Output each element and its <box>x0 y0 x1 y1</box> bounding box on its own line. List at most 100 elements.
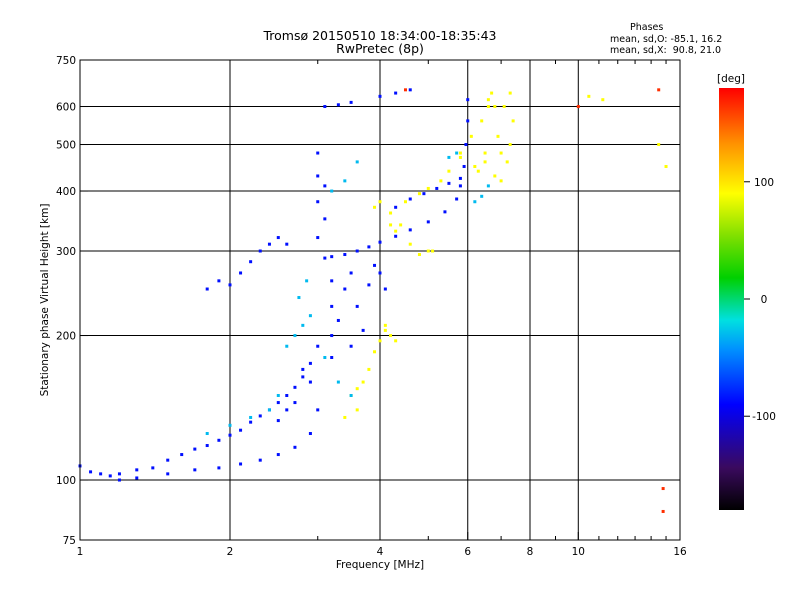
data-point <box>276 394 280 398</box>
data-point <box>499 151 503 155</box>
data-point <box>117 478 121 482</box>
data-point <box>355 304 359 308</box>
x-tick-label: 1 <box>77 546 84 558</box>
data-point <box>151 466 155 470</box>
data-point <box>378 200 382 204</box>
data-point <box>293 445 297 449</box>
data-point <box>458 155 462 159</box>
data-point <box>249 260 253 264</box>
data-point <box>447 155 451 159</box>
axis-ticks <box>79 59 681 541</box>
data-point <box>166 472 170 476</box>
data-point <box>285 242 289 246</box>
y-tick-label: 500 <box>56 140 76 152</box>
data-point <box>217 466 221 470</box>
stats-box-title: Phases <box>630 22 664 33</box>
data-point <box>383 323 387 327</box>
data-point <box>276 236 280 240</box>
data-point <box>394 91 398 95</box>
data-point <box>135 468 139 472</box>
data-point <box>486 98 490 102</box>
data-point <box>349 344 353 348</box>
data-point <box>455 151 459 155</box>
data-point <box>308 432 312 436</box>
data-point <box>228 423 232 427</box>
data-point <box>343 287 347 291</box>
data-point <box>330 355 334 359</box>
data-point <box>330 279 334 283</box>
data-point <box>205 287 209 291</box>
data-point <box>458 184 462 188</box>
x-axis-label: Frequency [MHz] <box>336 559 424 571</box>
data-point <box>258 414 262 418</box>
x-tick-label: 2 <box>227 546 234 558</box>
data-point <box>378 240 382 244</box>
data-point <box>426 186 430 190</box>
data-point <box>426 249 430 253</box>
data-point <box>417 192 421 196</box>
data-points <box>78 88 668 513</box>
data-point <box>285 344 289 348</box>
data-point <box>431 249 435 253</box>
data-point <box>455 197 459 201</box>
data-point <box>458 176 462 180</box>
data-point <box>180 453 184 457</box>
data-point <box>249 415 253 419</box>
data-point <box>466 98 470 102</box>
data-point <box>499 179 503 183</box>
data-point <box>258 249 262 253</box>
data-point <box>228 283 232 287</box>
y-tick-label: 75 <box>63 535 76 547</box>
x-tick-label: 4 <box>377 546 384 558</box>
data-point <box>293 334 297 338</box>
axis-tick-labels: 1 2 4 6 8 10 16 75 100 200 300 400 500 600 750 <box>56 55 687 558</box>
data-point <box>439 179 443 183</box>
data-point <box>308 314 312 318</box>
data-point <box>601 98 605 102</box>
data-point <box>458 151 462 155</box>
chart-title: Tromsø 20150510 18:34:00-18:35:43 <box>263 28 497 43</box>
y-tick-label: 400 <box>56 186 76 198</box>
data-point <box>394 205 398 209</box>
data-point <box>373 205 377 209</box>
data-point <box>293 385 297 389</box>
data-point <box>316 200 320 204</box>
data-point <box>664 164 668 168</box>
data-point <box>108 474 112 478</box>
data-point <box>117 472 121 476</box>
data-point <box>267 408 271 412</box>
data-point <box>657 143 661 147</box>
colorbar-tick-label: -100 <box>752 411 776 423</box>
data-point <box>135 476 139 480</box>
data-point <box>330 304 334 308</box>
data-point <box>355 249 359 253</box>
data-point <box>403 200 407 204</box>
x-tick-label: 8 <box>527 546 534 558</box>
data-point <box>466 119 470 123</box>
data-point <box>394 229 398 233</box>
data-point <box>426 220 430 224</box>
data-point <box>217 279 221 283</box>
chart-subtitle: RwPretec (8p) <box>336 41 424 56</box>
y-tick-label: 300 <box>56 246 76 258</box>
colorbar-unit-label: [deg] <box>717 73 745 85</box>
data-point <box>239 428 243 432</box>
data-point <box>305 279 309 283</box>
data-point <box>193 447 197 451</box>
data-point <box>435 186 439 190</box>
data-point <box>336 380 340 384</box>
data-point <box>239 271 243 275</box>
data-point <box>343 179 347 183</box>
data-point <box>228 433 232 437</box>
x-tick-label: 10 <box>572 546 585 558</box>
data-point <box>389 334 393 338</box>
data-point <box>355 160 359 164</box>
data-point <box>383 287 387 291</box>
x-tick-label: 6 <box>464 546 471 558</box>
data-point <box>323 256 327 260</box>
data-point <box>367 367 371 371</box>
data-point <box>378 339 382 343</box>
data-point <box>483 151 487 155</box>
data-point <box>336 318 340 322</box>
